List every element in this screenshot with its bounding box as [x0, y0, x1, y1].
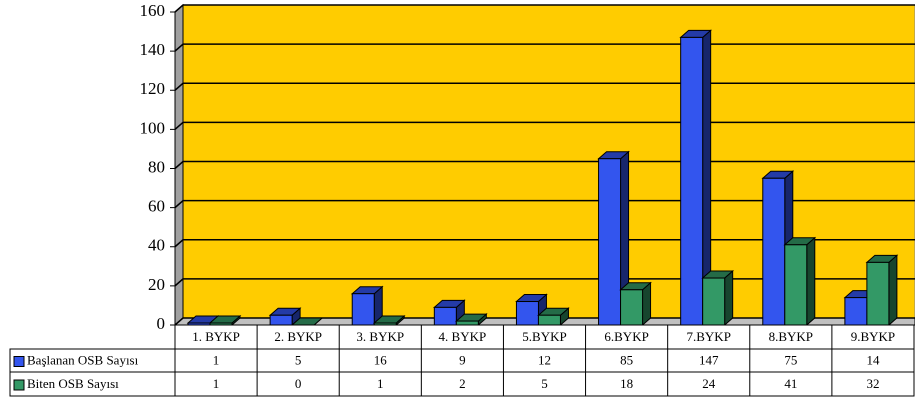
bar — [433, 306, 457, 326]
grid-line — [174, 160, 915, 170]
y-tick-label: 0 — [157, 314, 166, 333]
table-value: 24 — [702, 376, 716, 391]
table-value: 12 — [538, 352, 551, 367]
table-value: 2 — [459, 376, 466, 391]
x-tick-label: 1. BYKP — [192, 329, 240, 344]
grid-line — [174, 82, 915, 91]
grid-line — [174, 278, 915, 287]
table-value: 1 — [377, 376, 384, 391]
x-tick-label: 4. BYKP — [439, 329, 487, 344]
y-tick-label: 60 — [148, 197, 165, 216]
table-value: 1 — [213, 352, 220, 367]
table-value: 14 — [866, 352, 880, 367]
grid-line — [174, 317, 915, 326]
bar — [844, 297, 868, 326]
bar — [762, 177, 786, 326]
legend-label: Başlanan OSB Sayısı — [27, 352, 139, 367]
bar — [537, 314, 561, 326]
bar — [598, 158, 622, 326]
table-value: 147 — [699, 352, 719, 367]
bar — [680, 36, 704, 326]
x-tick-label: 9.BYKP — [851, 329, 895, 344]
table-value: 0 — [295, 376, 302, 391]
bar-side — [888, 254, 898, 327]
y-tick-label: 80 — [148, 157, 165, 176]
table-value: 5 — [541, 376, 548, 391]
grid-line — [174, 239, 915, 248]
legend-swatch — [13, 356, 25, 367]
x-tick-label: 5.BYKP — [522, 329, 566, 344]
y-tick-label: 140 — [140, 40, 166, 59]
y-tick-label: 100 — [140, 118, 166, 137]
bar-side — [806, 236, 816, 327]
table-value: 1 — [213, 376, 220, 391]
table-value: 9 — [459, 352, 466, 367]
x-tick-label: 2. BYKP — [274, 329, 322, 344]
grid-line — [174, 121, 915, 130]
table-value: 32 — [866, 376, 879, 391]
y-tick-label: 120 — [140, 79, 166, 98]
x-tick-label: 8.BYKP — [769, 329, 813, 344]
y-tick-label: 40 — [148, 236, 165, 255]
legend-label: Biten OSB Sayısı — [27, 376, 119, 391]
bar — [351, 293, 375, 326]
bar — [784, 244, 808, 326]
table-value: 16 — [374, 352, 388, 367]
table-value: 41 — [784, 376, 797, 391]
x-tick-label: 7.BYKP — [687, 329, 731, 344]
bar — [702, 277, 726, 326]
table-value: 18 — [620, 376, 633, 391]
y-tick-label: 20 — [148, 275, 165, 294]
legend-swatch — [13, 379, 25, 391]
x-tick-label: 6.BYKP — [604, 329, 648, 344]
bar — [515, 301, 539, 326]
table-header-border — [174, 324, 915, 350]
table-value: 85 — [620, 352, 633, 367]
bar — [620, 289, 644, 326]
grid-line — [174, 4, 915, 13]
bar — [455, 320, 479, 326]
y-tick-label: 160 — [140, 1, 166, 20]
table-value: 5 — [295, 352, 302, 367]
bar-side — [724, 269, 734, 327]
bar — [269, 314, 293, 326]
bar — [866, 261, 890, 326]
table-value: 75 — [784, 352, 797, 367]
grid-line — [174, 43, 915, 52]
x-tick-label: 3. BYKP — [356, 329, 404, 344]
grid-line — [174, 199, 915, 209]
